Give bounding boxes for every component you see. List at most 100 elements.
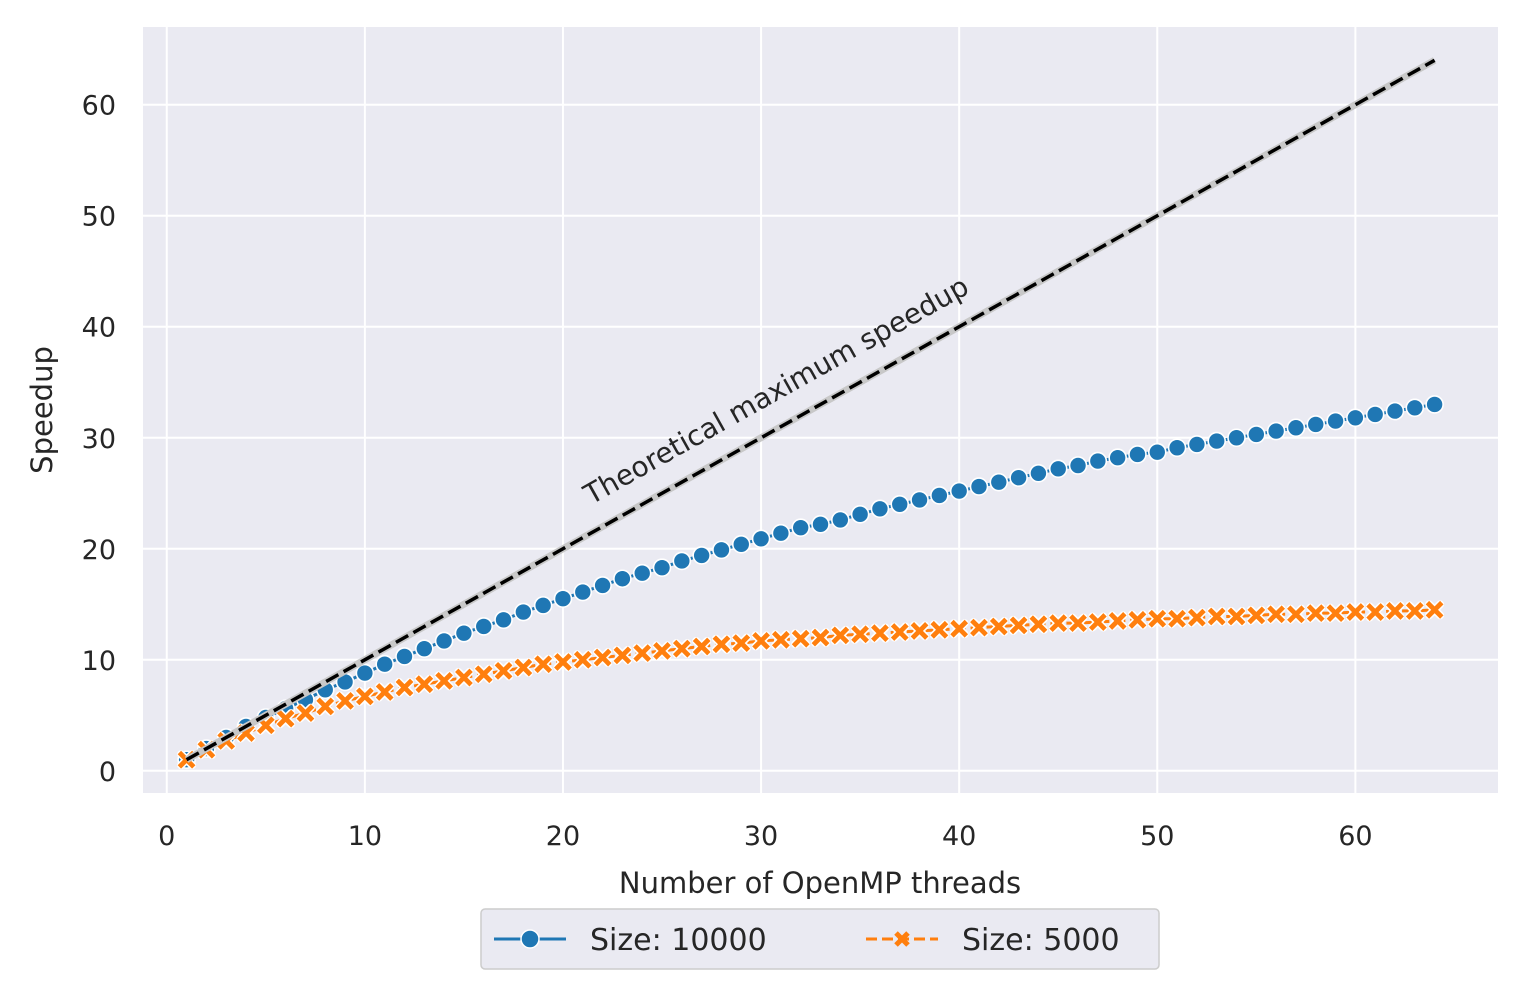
data-point-size-10000 <box>1029 463 1048 483</box>
data-point-size-5000 <box>1345 602 1365 622</box>
data-point-size-10000 <box>593 576 612 595</box>
data-point-size-10000 <box>989 472 1009 492</box>
y-tick-label: 0 <box>99 757 116 788</box>
x-tick-label: 0 <box>158 821 175 852</box>
marker-x <box>1346 603 1365 621</box>
y-tick-label: 60 <box>82 91 116 122</box>
data-point-size-10000 <box>1306 415 1326 434</box>
data-point-size-10000 <box>850 505 870 524</box>
marker-x <box>375 683 394 701</box>
y-tick-label: 30 <box>82 424 116 455</box>
marker-x <box>1029 615 1048 634</box>
marker-x <box>1247 606 1266 625</box>
data-point-size-5000 <box>414 674 434 694</box>
marker-x <box>534 655 553 674</box>
marker-x <box>791 629 810 648</box>
data-point-size-5000 <box>632 643 652 663</box>
marker-x <box>256 716 275 735</box>
reference-line-group <box>184 57 1437 763</box>
marker-x <box>653 642 671 660</box>
data-point-size-10000 <box>930 486 949 505</box>
data-point-size-10000 <box>831 510 850 530</box>
data-point-size-10000 <box>613 569 632 589</box>
data-point-size-5000 <box>434 671 454 691</box>
marker-x <box>970 618 988 637</box>
x-tick-label: 60 <box>1338 821 1372 852</box>
data-point-size-10000 <box>553 589 573 609</box>
data-point-size-10000 <box>1068 456 1088 475</box>
legend-label-1: Size: 10000 <box>590 923 767 958</box>
data-point-size-10000 <box>692 546 711 565</box>
data-point-size-10000 <box>375 654 394 674</box>
marker-x <box>1088 613 1107 631</box>
marker-x <box>316 697 335 716</box>
data-point-size-5000 <box>1127 610 1147 630</box>
data-point-size-10000 <box>395 647 414 666</box>
data-point-size-10000 <box>1365 405 1385 424</box>
data-point-size-10000 <box>791 518 810 537</box>
data-point-size-10000 <box>1346 408 1365 428</box>
data-point-size-5000 <box>672 639 692 659</box>
marker-x <box>1267 605 1286 624</box>
legend-entries: Size: 10000 Size: 5000 <box>494 923 1120 958</box>
legend-marker-x <box>894 931 910 947</box>
data-point-size-5000 <box>1147 609 1167 629</box>
data-point-size-5000 <box>494 661 514 681</box>
data-point-size-5000 <box>929 620 949 640</box>
x-tick-label: 40 <box>942 821 976 852</box>
data-point-size-5000 <box>355 686 375 706</box>
data-point-size-10000 <box>1048 459 1068 479</box>
data-point-size-10000 <box>632 563 652 583</box>
y-tick-label: 50 <box>82 202 116 233</box>
marker-x <box>732 634 751 653</box>
data-point-size-10000 <box>1227 428 1246 448</box>
x-tick-label: 50 <box>1140 821 1174 852</box>
x-axis-label: Number of OpenMP threads <box>619 866 1021 900</box>
y-axis-label: Speedup <box>25 346 59 474</box>
data-point-size-10000 <box>415 639 434 658</box>
data-point-size-10000 <box>870 499 890 519</box>
data-point-size-5000 <box>1088 612 1108 632</box>
x-tick-label: 20 <box>546 821 580 852</box>
data-point-size-5000 <box>910 621 930 641</box>
data-point-size-10000 <box>1128 445 1147 464</box>
data-point-size-5000 <box>811 628 830 648</box>
data-point-size-5000 <box>890 622 910 642</box>
data-point-size-5000 <box>1167 609 1187 629</box>
marker-x <box>752 632 770 650</box>
data-point-size-10000 <box>731 535 751 554</box>
data-point-size-5000 <box>593 648 613 668</box>
marker-x <box>1108 612 1127 630</box>
data-point-size-10000 <box>1167 438 1187 458</box>
data-point-size-5000 <box>276 709 296 729</box>
marker-x <box>554 653 572 671</box>
y-tick-label: 40 <box>82 313 116 344</box>
marker-x <box>1168 609 1186 628</box>
data-point-size-5000 <box>1266 604 1286 624</box>
marker-x <box>415 675 434 694</box>
marker-x <box>1187 608 1206 627</box>
data-point-size-5000 <box>850 624 870 644</box>
marker-x <box>1287 605 1305 624</box>
marker-x <box>1227 607 1246 626</box>
data-point-size-5000 <box>1009 615 1029 635</box>
data-point-size-5000 <box>513 658 533 678</box>
data-point-size-10000 <box>969 477 989 496</box>
data-point-size-10000 <box>652 558 672 577</box>
data-point-size-10000 <box>494 610 513 630</box>
data-point-size-5000 <box>533 654 553 674</box>
marker-x <box>1425 600 1444 619</box>
data-point-size-10000 <box>1266 421 1286 441</box>
marker-x <box>950 619 969 638</box>
data-point-size-5000 <box>1187 608 1207 628</box>
legend-label-2: Size: 5000 <box>962 923 1120 958</box>
marker-x <box>573 650 592 669</box>
x-tick-label: 30 <box>744 821 778 852</box>
data-point-size-10000 <box>910 490 929 510</box>
marker-x <box>1326 604 1345 623</box>
data-point-size-5000 <box>1286 604 1306 624</box>
data-point-size-10000 <box>1147 442 1167 462</box>
data-point-size-10000 <box>1187 435 1207 454</box>
data-point-size-5000 <box>454 668 474 688</box>
marker-x <box>1306 604 1325 623</box>
